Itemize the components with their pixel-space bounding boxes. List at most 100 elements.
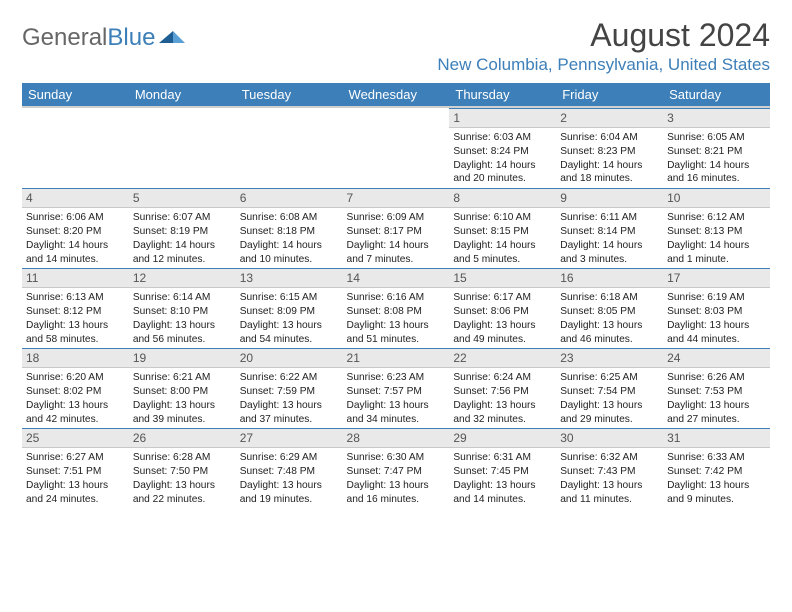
sunrise-line: Sunrise: 6:30 AM: [347, 451, 446, 465]
sunset-line: Sunset: 8:03 PM: [667, 305, 766, 319]
calendar-day-cell: 9Sunrise: 6:11 AMSunset: 8:14 PMDaylight…: [556, 188, 663, 268]
day-details: Sunrise: 6:28 AMSunset: 7:50 PMDaylight:…: [129, 448, 236, 508]
sunset-line: Sunset: 7:51 PM: [26, 465, 125, 479]
daylight-line2: and 16 minutes.: [347, 493, 446, 507]
calendar-day-cell: 28Sunrise: 6:30 AMSunset: 7:47 PMDayligh…: [343, 428, 450, 508]
calendar-body: 1Sunrise: 6:03 AMSunset: 8:24 PMDaylight…: [22, 107, 770, 508]
sunrise-line: Sunrise: 6:03 AM: [453, 131, 552, 145]
daylight-line2: and 1 minute.: [667, 253, 766, 267]
day-number: 23: [556, 348, 663, 368]
sunset-line: Sunset: 8:00 PM: [133, 385, 232, 399]
daylight-line1: Daylight: 14 hours: [453, 239, 552, 253]
day-number: 12: [129, 268, 236, 288]
daylight-line2: and 39 minutes.: [133, 413, 232, 427]
sunrise-line: Sunrise: 6:33 AM: [667, 451, 766, 465]
calendar-day-cell: 14 Sunrise: 6:16 AMSunset: 8:08 PMDayligh…: [343, 268, 450, 348]
calendar-table: SundayMondayTuesdayWednesdayThursdayFrid…: [22, 83, 770, 508]
day-details: Sunrise: 6:31 AMSunset: 7:45 PMDaylight:…: [449, 448, 556, 508]
daylight-line1: Daylight: 13 hours: [667, 479, 766, 493]
daylight-line1: Daylight: 13 hours: [26, 479, 125, 493]
day-details: Sunrise: 6:10 AMSunset: 8:15 PMDaylight:…: [449, 208, 556, 268]
calendar-day-cell: 20Sunrise: 6:22 AMSunset: 7:59 PMDayligh…: [236, 348, 343, 428]
day-number: 9: [556, 188, 663, 208]
calendar-week-row: 11Sunrise: 6:13 AMSunset: 8:12 PMDayligh…: [22, 268, 770, 348]
day-details: Sunrise: 6:30 AMSunset: 7:47 PMDaylight:…: [343, 448, 450, 508]
calendar-day-cell: 5Sunrise: 6:07 AMSunset: 8:19 PMDaylight…: [129, 188, 236, 268]
day-details: Sunrise: 6:25 AMSunset: 7:54 PMDaylight:…: [556, 368, 663, 428]
daylight-line2: and 14 minutes.: [453, 493, 552, 507]
sunrise-line: Sunrise: 6:13 AM: [26, 291, 125, 305]
day-details: Sunrise: 6:22 AMSunset: 7:59 PMDaylight:…: [236, 368, 343, 428]
daylight-line2: and 51 minutes.: [347, 333, 446, 347]
sunrise-line: Sunrise: 6:20 AM: [26, 371, 125, 385]
daylight-line1: Daylight: 13 hours: [240, 399, 339, 413]
daylight-line1: Daylight: 14 hours: [453, 159, 552, 173]
weekday-header: Wednesday: [343, 83, 450, 107]
daylight-line1: Daylight: 13 hours: [347, 399, 446, 413]
calendar-day-cell: 27Sunrise: 6:29 AMSunset: 7:48 PMDayligh…: [236, 428, 343, 508]
sunrise-line: Sunrise: 6:11 AM: [560, 211, 659, 225]
sunrise-line: Sunrise: 6:28 AM: [133, 451, 232, 465]
sunrise-line: Sunrise: 6:15 AM: [240, 291, 339, 305]
daylight-line2: and 10 minutes.: [240, 253, 339, 267]
sunset-line: Sunset: 8:02 PM: [26, 385, 125, 399]
sunrise-line: Sunrise: 6:09 AM: [347, 211, 446, 225]
daylight-line1: Daylight: 13 hours: [347, 319, 446, 333]
day-details: Sunrise: 6:14 AMSunset: 8:10 PMDaylight:…: [129, 288, 236, 348]
sunset-line: Sunset: 7:56 PM: [453, 385, 552, 399]
sunset-line: Sunset: 8:20 PM: [26, 225, 125, 239]
calendar-day-cell: 8Sunrise: 6:10 AMSunset: 8:15 PMDaylight…: [449, 188, 556, 268]
day-number: 28: [343, 428, 450, 448]
daylight-line2: and 56 minutes.: [133, 333, 232, 347]
day-number: 14: [343, 268, 450, 288]
day-details: Sunrise: 6:26 AMSunset: 7:53 PMDaylight:…: [663, 368, 770, 428]
day-number: 18: [22, 348, 129, 368]
calendar-day-cell: 1Sunrise: 6:03 AMSunset: 8:24 PMDaylight…: [449, 107, 556, 188]
weekday-header: Monday: [129, 83, 236, 107]
sunset-line: Sunset: 8:05 PM: [560, 305, 659, 319]
sunrise-line: Sunrise: 6:08 AM: [240, 211, 339, 225]
day-details: Sunrise: 6:13 AMSunset: 8:12 PMDaylight:…: [22, 288, 129, 348]
sunrise-line: Sunrise: 6:22 AM: [240, 371, 339, 385]
sunset-line: Sunset: 8:17 PM: [347, 225, 446, 239]
day-details: Sunrise: 6:03 AMSunset: 8:24 PMDaylight:…: [449, 128, 556, 188]
daylight-line2: and 46 minutes.: [560, 333, 659, 347]
day-number: 31: [663, 428, 770, 448]
sunset-line: Sunset: 8:08 PM: [347, 305, 446, 319]
calendar-day-cell: 15Sunrise: 6:17 AMSunset: 8:06 PMDayligh…: [449, 268, 556, 348]
day-number: 4: [22, 188, 129, 208]
sunrise-line: Sunrise: 6:16 AM: [347, 291, 446, 305]
daylight-line2: and 42 minutes.: [26, 413, 125, 427]
daylight-line1: Daylight: 13 hours: [667, 319, 766, 333]
calendar-day-cell: 22Sunrise: 6:24 AMSunset: 7:56 PMDayligh…: [449, 348, 556, 428]
day-details: Sunrise: 6:21 AMSunset: 8:00 PMDaylight:…: [129, 368, 236, 428]
daylight-line2: and 19 minutes.: [240, 493, 339, 507]
day-details: Sunrise: 6:29 AMSunset: 7:48 PMDaylight:…: [236, 448, 343, 508]
day-details: Sunrise: 6:04 AMSunset: 8:23 PMDaylight:…: [556, 128, 663, 188]
daylight-line1: Daylight: 13 hours: [26, 399, 125, 413]
daylight-line1: Daylight: 13 hours: [240, 479, 339, 493]
brand-part2: Blue: [107, 24, 155, 52]
day-number: 15: [449, 268, 556, 288]
day-number: 16: [556, 268, 663, 288]
day-number: 6: [236, 188, 343, 208]
calendar-day-cell: 12Sunrise: 6:14 AMSunset: 8:10 PMDayligh…: [129, 268, 236, 348]
daylight-line1: Daylight: 14 hours: [347, 239, 446, 253]
daylight-line1: Daylight: 13 hours: [133, 399, 232, 413]
sunset-line: Sunset: 8:23 PM: [560, 145, 659, 159]
day-details: Sunrise: 6:33 AMSunset: 7:42 PMDaylight:…: [663, 448, 770, 508]
daylight-line1: Daylight: 13 hours: [560, 319, 659, 333]
day-details: Sunrise: 6:32 AMSunset: 7:43 PMDaylight:…: [556, 448, 663, 508]
calendar-day-cell: 24Sunrise: 6:26 AMSunset: 7:53 PMDayligh…: [663, 348, 770, 428]
calendar-week-row: 18Sunrise: 6:20 AMSunset: 8:02 PMDayligh…: [22, 348, 770, 428]
daylight-line2: and 7 minutes.: [347, 253, 446, 267]
weekday-header: Tuesday: [236, 83, 343, 107]
weekday-header: Friday: [556, 83, 663, 107]
day-details: Sunrise: 6:05 AMSunset: 8:21 PMDaylight:…: [663, 128, 770, 188]
sunset-line: Sunset: 8:15 PM: [453, 225, 552, 239]
sunset-line: Sunset: 8:10 PM: [133, 305, 232, 319]
weekday-header: Sunday: [22, 83, 129, 107]
sunset-line: Sunset: 7:48 PM: [240, 465, 339, 479]
daylight-line2: and 11 minutes.: [560, 493, 659, 507]
day-number: 10: [663, 188, 770, 208]
